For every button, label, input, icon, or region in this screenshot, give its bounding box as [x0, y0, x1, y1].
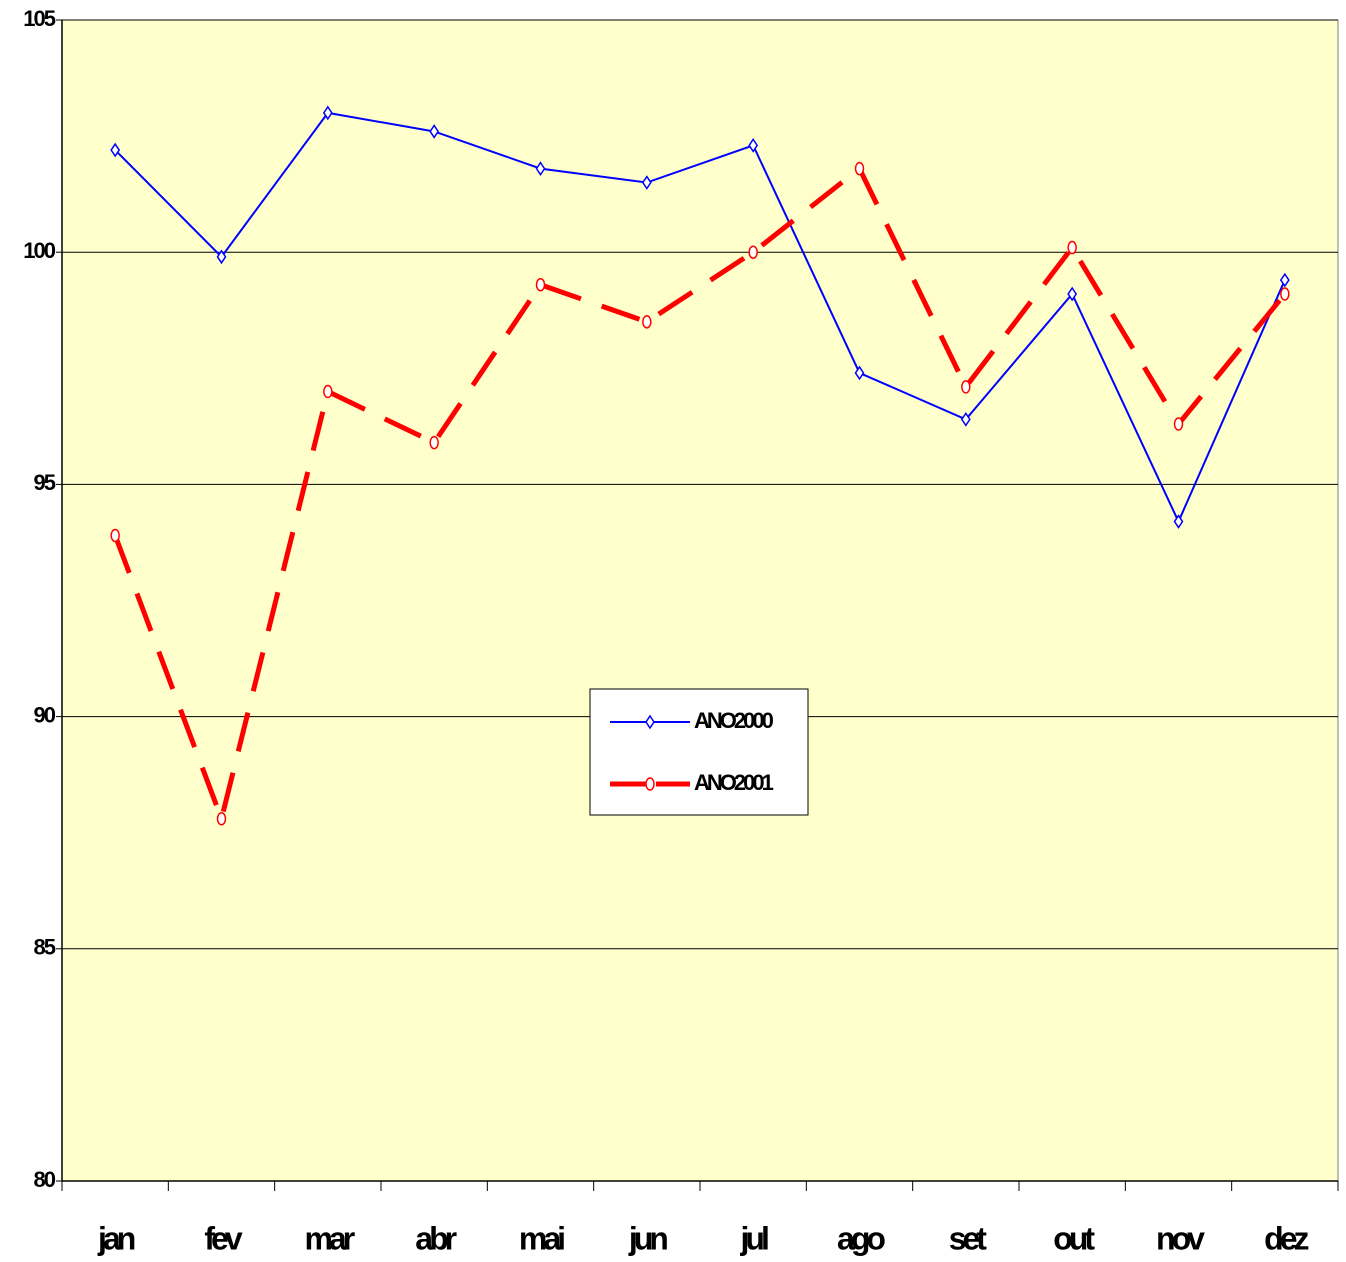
y-tick-label: 95 — [34, 470, 56, 495]
x-tick-label: abr — [415, 1220, 456, 1256]
x-tick-label: ago — [837, 1220, 885, 1256]
marker — [1173, 514, 1184, 529]
marker — [641, 175, 652, 190]
legend-label: ANO2001 — [694, 770, 774, 795]
marker — [854, 161, 865, 176]
marker — [1280, 287, 1290, 301]
x-tick-label: jul — [740, 1220, 768, 1256]
x-tick-label: nov — [1156, 1220, 1205, 1256]
marker — [429, 124, 440, 139]
marker — [216, 249, 227, 265]
marker — [110, 142, 121, 158]
marker — [854, 365, 865, 381]
series-line — [112, 164, 1287, 828]
y-tick-label: 100 — [23, 238, 55, 263]
marker — [429, 435, 439, 450]
marker — [216, 812, 227, 826]
marker — [960, 412, 971, 427]
y-tick-label: 80 — [34, 1167, 56, 1192]
x-tick-label: jan — [97, 1220, 135, 1256]
marker — [1279, 272, 1290, 288]
marker — [1067, 240, 1077, 255]
x-tick-label: dez — [1264, 1220, 1308, 1256]
marker — [748, 138, 759, 153]
x-tick-label: out — [1053, 1220, 1095, 1256]
x-tick-label: mai — [519, 1220, 564, 1256]
legend-box — [589, 688, 809, 816]
marker — [1067, 286, 1078, 302]
marker — [1173, 417, 1184, 431]
x-tick-label: fev — [204, 1220, 242, 1256]
y-tick-label: 85 — [34, 935, 56, 960]
plot-area — [61, 19, 1339, 1182]
series-line — [114, 111, 1286, 524]
marker — [535, 277, 546, 292]
marker — [645, 777, 655, 791]
marker — [323, 384, 333, 399]
marker — [642, 315, 652, 329]
y-tick-label: 105 — [23, 6, 55, 31]
legend-label: ANO2000 — [694, 708, 774, 733]
marker — [961, 380, 971, 394]
y-tick-label: 90 — [34, 702, 56, 727]
marker — [110, 528, 120, 543]
x-tick-label: set — [949, 1220, 988, 1256]
marker — [645, 714, 655, 730]
x-tick-label: mar — [304, 1220, 354, 1256]
marker — [748, 245, 758, 259]
marker — [322, 105, 333, 121]
marker — [535, 161, 546, 176]
x-tick-label: jun — [628, 1220, 667, 1256]
